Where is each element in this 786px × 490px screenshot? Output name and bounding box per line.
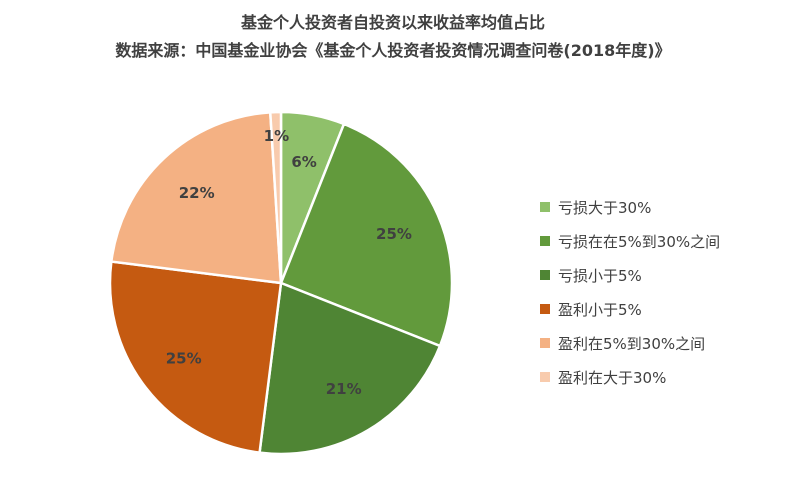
pie-slice-5 bbox=[268, 110, 283, 284]
legend-label: 亏损小于5% bbox=[558, 266, 642, 285]
legend-swatch bbox=[540, 304, 550, 314]
legend-item-2: 亏损小于5% bbox=[540, 258, 720, 292]
legend-swatch bbox=[540, 270, 550, 280]
data-label-5: 1% bbox=[264, 127, 289, 145]
legend-swatch bbox=[540, 338, 550, 348]
legend-item-5: 盈利在大于30% bbox=[540, 360, 720, 394]
legend: 亏损大于30% 亏损在在5%到30%之间 亏损小于5% 盈利小于5% 盈利在5%到30%… bbox=[540, 190, 720, 394]
legend-item-4: 盈利在5%到30%之间 bbox=[540, 326, 720, 360]
pie-slices bbox=[108, 110, 454, 456]
legend-item-1: 亏损在在5%到30%之间 bbox=[540, 224, 720, 258]
data-label-1: 25% bbox=[376, 225, 412, 243]
legend-swatch bbox=[540, 202, 550, 212]
pie-slice-2 bbox=[258, 281, 442, 456]
chart-subtitle: 数据来源：中国基金业协会《基金个人投资者投资情况调查问卷(2018年度)》 bbox=[115, 41, 671, 60]
data-label-2: 21% bbox=[326, 380, 362, 398]
title-block: 基金个人投资者自投资以来收益率均值占比 数据来源：中国基金业协会《基金个人投资者… bbox=[0, 12, 786, 62]
legend-item-0: 亏损大于30% bbox=[540, 190, 720, 224]
legend-label: 盈利在大于30% bbox=[558, 368, 667, 387]
pie-slice-3 bbox=[108, 260, 283, 455]
legend-label: 盈利小于5% bbox=[558, 300, 642, 319]
legend-label: 亏损在在5%到30%之间 bbox=[558, 232, 721, 251]
legend-swatch bbox=[540, 372, 550, 382]
pie-slice-4 bbox=[109, 111, 283, 285]
legend-label: 盈利在5%到30%之间 bbox=[558, 334, 706, 353]
chart-title: 基金个人投资者自投资以来收益率均值占比 bbox=[240, 13, 545, 32]
legend-item-3: 盈利小于5% bbox=[540, 292, 720, 326]
data-label-0: 6% bbox=[291, 153, 316, 171]
data-label-4: 22% bbox=[179, 184, 215, 202]
data-label-3: 25% bbox=[166, 349, 202, 367]
pie-data-labels: 6% 25% 21% 25% 22% 1% bbox=[166, 127, 412, 398]
legend-swatch bbox=[540, 236, 550, 246]
legend-label: 亏损大于30% bbox=[558, 198, 652, 217]
pie-slice-1 bbox=[279, 122, 454, 348]
